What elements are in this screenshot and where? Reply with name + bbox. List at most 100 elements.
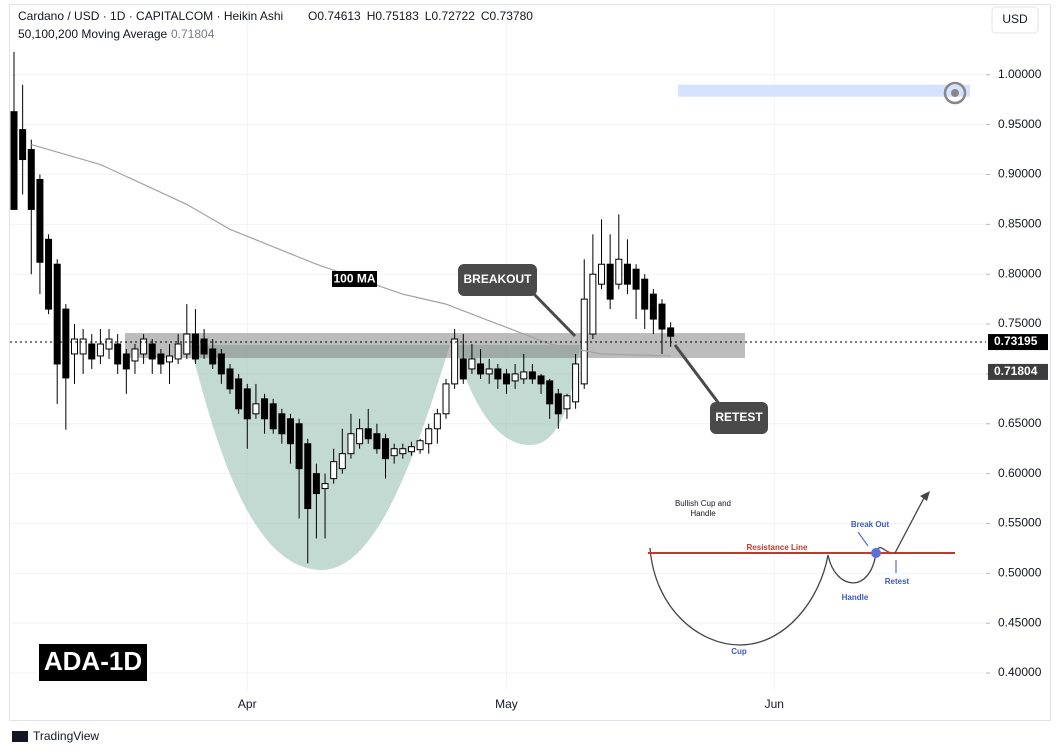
candle-body bbox=[148, 343, 156, 360]
target-ring bbox=[943, 81, 967, 105]
chart-title: Cardano / USD · 1D · CAPITALCOM · Heikin… bbox=[18, 9, 283, 23]
y-tick-label: 0.65000 bbox=[998, 416, 1042, 430]
price-axis: 0.40000 0.45000 0.50000 0.55000 0.60000 0.650… bbox=[238, 67, 1048, 711]
candle-body bbox=[183, 333, 191, 355]
candle-body bbox=[528, 371, 536, 380]
candle-body bbox=[554, 393, 562, 415]
candle-body bbox=[511, 373, 519, 382]
candle-body bbox=[243, 388, 251, 420]
candle-body bbox=[45, 238, 53, 310]
y-tick-label: 0.85000 bbox=[998, 217, 1042, 231]
candle-body bbox=[615, 258, 623, 285]
candle-body bbox=[278, 413, 286, 435]
y-tick-label: 0.55000 bbox=[998, 516, 1042, 530]
zones bbox=[125, 84, 970, 358]
candle-body bbox=[286, 418, 294, 445]
candle-body bbox=[623, 263, 631, 285]
ma-price-label: 0.71804 bbox=[994, 364, 1038, 378]
candle-body bbox=[632, 268, 640, 290]
candle-body bbox=[217, 353, 225, 375]
inset-diagram: Bullish Cup and Handle Resistance Line B… bbox=[648, 491, 955, 656]
candle-body bbox=[459, 358, 467, 380]
symbol-label: ADA-1D bbox=[44, 646, 142, 676]
candle-body bbox=[19, 129, 27, 161]
brand-icon bbox=[12, 731, 28, 742]
ohlc-key: O bbox=[308, 9, 317, 23]
candle-body bbox=[27, 149, 35, 210]
inset-title: Bullish Cup and bbox=[675, 499, 731, 508]
ma-legend-name: 50,100,200 Moving Average bbox=[18, 27, 168, 41]
ohlc-key: C bbox=[481, 9, 490, 23]
candle-body bbox=[520, 371, 528, 380]
candle-body bbox=[641, 278, 649, 310]
candle-body bbox=[330, 461, 338, 480]
candle-body bbox=[373, 433, 381, 450]
retest-label: RETEST bbox=[715, 410, 763, 424]
y-tick-label: 0.80000 bbox=[998, 266, 1042, 280]
candle-body bbox=[572, 363, 580, 403]
ohlc-value: 0.73780 bbox=[490, 9, 534, 23]
header-ohlc: O 0.74613 H 0.75183 L 0.72722 C 0.73780 bbox=[308, 9, 533, 23]
ma-annotation-box bbox=[332, 271, 377, 287]
candle-body bbox=[390, 448, 398, 457]
breakout-box bbox=[458, 264, 537, 296]
candle-body bbox=[96, 343, 104, 357]
candle-body bbox=[131, 348, 139, 362]
ma-legend-value: 0.71804 bbox=[171, 27, 215, 41]
y-tick-label: 0.75000 bbox=[998, 316, 1042, 330]
currency-button[interactable] bbox=[991, 6, 1039, 34]
candle-body bbox=[252, 403, 260, 415]
candle-body bbox=[667, 327, 675, 337]
candle-body bbox=[53, 263, 61, 365]
candle-body bbox=[494, 368, 502, 380]
x-tick-label: Jun bbox=[765, 697, 784, 711]
inset-breakout-dot bbox=[871, 548, 881, 558]
inset-retest-label: Retest bbox=[885, 577, 910, 586]
candle-body bbox=[347, 433, 355, 455]
candle-body bbox=[295, 423, 303, 470]
brand-logo: TradingView bbox=[12, 729, 99, 743]
inset-resistance-label: Resistance Line bbox=[747, 543, 808, 552]
candle-body bbox=[477, 363, 485, 375]
inset-breakout-pointer bbox=[857, 531, 869, 547]
ohlc-key: H bbox=[367, 9, 376, 23]
inset-handle-label: Handle bbox=[842, 593, 869, 602]
inset-title: Handle bbox=[690, 509, 716, 518]
candle-body bbox=[261, 398, 269, 420]
candle-body bbox=[105, 338, 113, 350]
breakout-pointer bbox=[528, 288, 577, 338]
candle-body bbox=[382, 438, 390, 460]
x-tick-label: Apr bbox=[238, 697, 257, 711]
candle-body bbox=[166, 355, 174, 363]
currency-label[interactable]: USD bbox=[1002, 12, 1028, 26]
candle-body bbox=[157, 353, 165, 365]
inset-breakout-label: Break Out bbox=[851, 520, 890, 529]
candle-body bbox=[425, 428, 433, 445]
y-tick-label: 0.95000 bbox=[998, 117, 1042, 131]
x-tick-label: May bbox=[495, 697, 518, 711]
candle-body bbox=[140, 338, 148, 355]
candle-body bbox=[485, 368, 493, 375]
candle-body bbox=[468, 358, 476, 370]
target-zone bbox=[678, 84, 970, 97]
candle-body bbox=[356, 428, 364, 445]
y-tick-label: 0.40000 bbox=[998, 665, 1042, 679]
candle-body bbox=[226, 368, 234, 390]
candle-body bbox=[416, 440, 424, 451]
resistance-zone bbox=[125, 333, 745, 358]
candle-body bbox=[321, 483, 329, 490]
candle-body bbox=[502, 373, 510, 385]
candle-body bbox=[269, 403, 277, 430]
y-tick-label: 0.90000 bbox=[998, 167, 1042, 181]
y-tick-label: 0.50000 bbox=[998, 566, 1042, 580]
ohlc-value: 0.74613 bbox=[317, 9, 361, 23]
candle-body bbox=[598, 263, 606, 285]
ma-annotation: 100 MA bbox=[333, 272, 375, 286]
frame bbox=[9, 4, 1051, 721]
candle-body bbox=[649, 293, 657, 320]
symbol-box bbox=[37, 642, 149, 683]
target-icon bbox=[943, 81, 967, 105]
candle-body bbox=[312, 473, 320, 495]
y-tick-label: 1.00000 bbox=[998, 67, 1042, 81]
